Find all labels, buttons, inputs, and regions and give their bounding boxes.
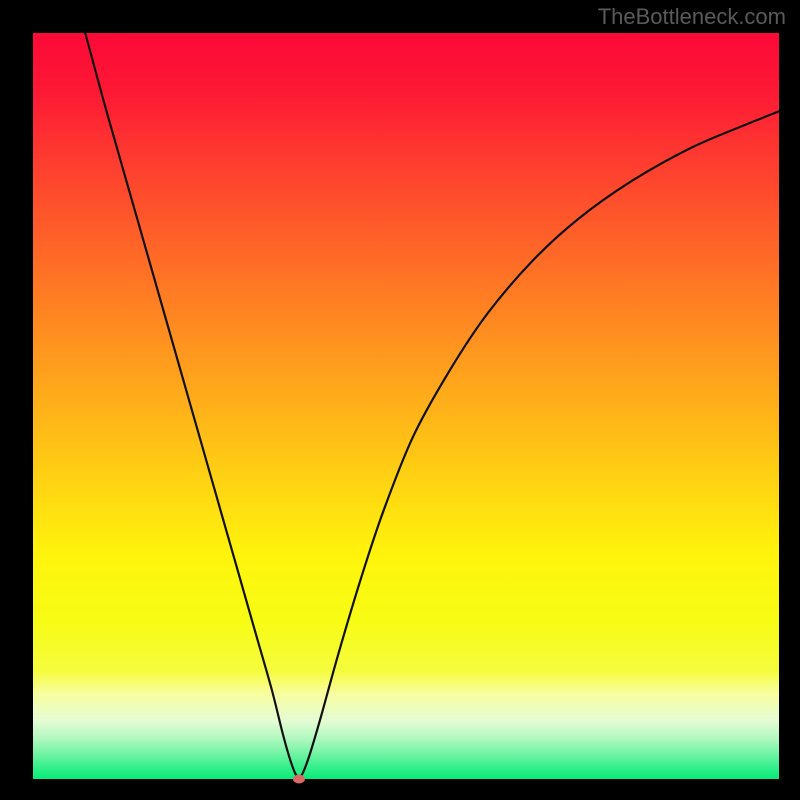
watermark-text: TheBottleneck.com — [598, 4, 786, 30]
chart-container — [0, 0, 800, 800]
bottleneck-curve-chart — [0, 0, 800, 800]
optimal-point-marker — [293, 775, 305, 784]
plot-area — [33, 33, 779, 779]
